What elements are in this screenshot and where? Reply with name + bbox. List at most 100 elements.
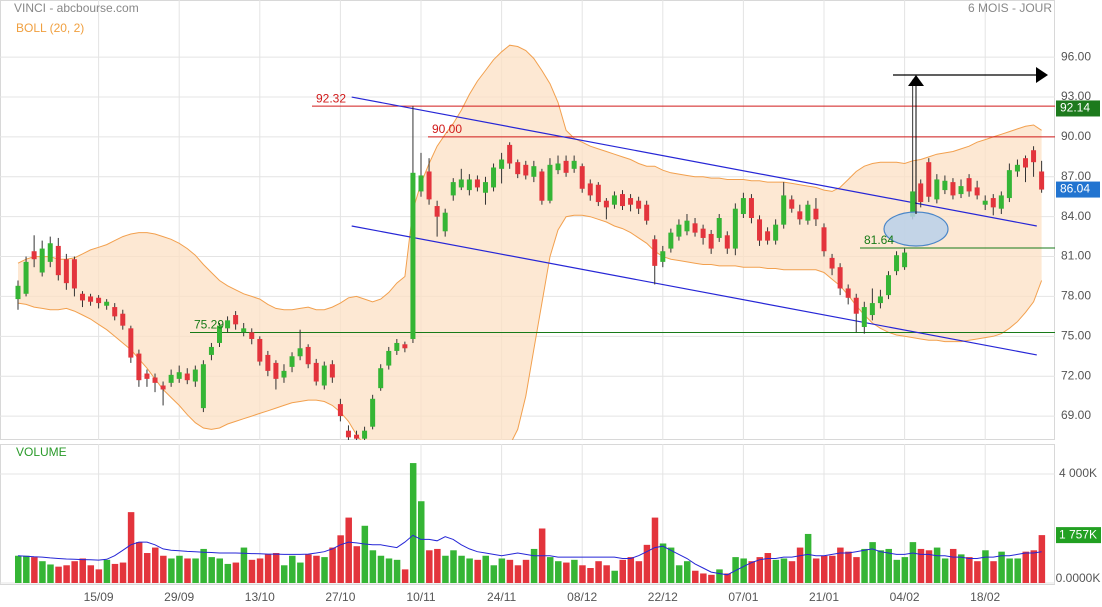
volume-bar xyxy=(756,557,764,583)
volume-bar xyxy=(305,554,312,583)
candle-body xyxy=(966,178,972,192)
y-tick-label: 90.00 xyxy=(1061,129,1091,143)
candle-body xyxy=(1014,164,1020,172)
candle-body xyxy=(708,233,714,249)
volume-bar xyxy=(982,550,989,583)
candle-body xyxy=(644,204,650,221)
volume-bar xyxy=(434,548,441,583)
candle-body xyxy=(652,239,658,266)
candle-body xyxy=(611,195,617,205)
volume-bar xyxy=(812,558,820,583)
volume-bar xyxy=(708,574,715,583)
trendline xyxy=(351,96,1037,227)
candle-body xyxy=(523,164,529,176)
volume-bar xyxy=(208,557,215,583)
volume-bar xyxy=(788,561,796,583)
volume-bar xyxy=(716,569,723,583)
candle-body xyxy=(241,328,247,333)
candle-body xyxy=(112,307,118,317)
volume-bar xyxy=(15,555,22,583)
candle-body xyxy=(547,164,553,201)
volume-bar xyxy=(587,568,594,583)
candle-body xyxy=(39,248,45,273)
volume-bar xyxy=(571,559,578,583)
volume-bar xyxy=(248,559,256,583)
volume-bar xyxy=(885,548,892,583)
candle-body xyxy=(337,404,343,417)
volume-bar xyxy=(393,559,401,583)
volume-frame xyxy=(0,444,1055,585)
volume-bar xyxy=(345,517,352,583)
indicator-label: BOLL (20, 2) xyxy=(16,21,84,35)
volume-bar xyxy=(611,570,618,583)
x-tick-label: 15/09 xyxy=(84,590,114,604)
x-tick-label: 04/02 xyxy=(890,590,920,604)
candle-body xyxy=(515,162,521,175)
volume-bar xyxy=(103,559,111,583)
candle-body xyxy=(289,356,295,367)
volume-bar xyxy=(498,558,506,583)
volume-title: VOLUME xyxy=(16,445,67,459)
volume-bar xyxy=(1038,535,1046,583)
volume-bar xyxy=(63,565,70,583)
candle-body xyxy=(402,344,408,349)
volume-bar xyxy=(490,565,498,583)
candle-body xyxy=(885,275,891,296)
candle-body xyxy=(491,167,497,188)
y-tick-label: 96.00 xyxy=(1061,49,1091,63)
candle-body xyxy=(23,261,29,294)
candle-body xyxy=(805,204,811,221)
volume-bar xyxy=(111,563,119,583)
candle-body xyxy=(942,180,948,191)
y-tick-label: 87.00 xyxy=(1061,169,1091,183)
candle-body xyxy=(47,243,53,262)
candle-body xyxy=(160,385,166,390)
candle-body xyxy=(249,332,255,339)
y-tick-label: 93.00 xyxy=(1061,89,1091,103)
candle-body xyxy=(781,195,787,225)
volume-bar xyxy=(861,548,868,583)
volume-bar xyxy=(514,565,522,583)
x-tick-label: 07/01 xyxy=(728,590,758,604)
candle-body xyxy=(692,223,698,233)
candle-body xyxy=(595,184,601,203)
candle-body xyxy=(410,172,416,339)
candle-body xyxy=(354,434,360,439)
volume-ma xyxy=(17,534,1042,576)
y-tick-label: 75.00 xyxy=(1061,328,1091,342)
candle-body xyxy=(426,171,432,200)
candle-body xyxy=(555,163,561,171)
volume-bar xyxy=(958,554,965,583)
volume-bar xyxy=(821,555,828,583)
volume-bar xyxy=(804,533,812,583)
volume-bar xyxy=(506,559,514,583)
candle-body xyxy=(676,224,682,237)
candle-body xyxy=(757,219,763,241)
volume-bar xyxy=(780,558,788,583)
candle-body xyxy=(982,200,988,205)
volume-bar xyxy=(974,561,981,583)
candle-body xyxy=(789,199,795,209)
volume-bar xyxy=(901,557,909,583)
level-label: 81.64 xyxy=(864,233,894,247)
volume-bar xyxy=(361,525,369,583)
volume-bar xyxy=(55,566,62,583)
volume-bar xyxy=(1006,558,1013,583)
volume-bar xyxy=(127,512,135,583)
volume-bar xyxy=(216,558,223,583)
volume-bar xyxy=(643,544,651,583)
candle-body xyxy=(910,191,916,217)
volume-bar xyxy=(224,563,232,583)
volume-bar xyxy=(917,548,925,583)
arrow-head xyxy=(908,75,924,86)
candle-body xyxy=(31,251,37,260)
candle-body xyxy=(297,348,303,357)
volume-bar xyxy=(401,569,409,583)
volume-bar xyxy=(31,557,38,583)
volume-bar xyxy=(152,547,159,583)
candle-body xyxy=(829,257,835,269)
volume-bar xyxy=(772,559,780,583)
candle-body xyxy=(837,267,843,289)
price-tag xyxy=(1056,181,1100,198)
